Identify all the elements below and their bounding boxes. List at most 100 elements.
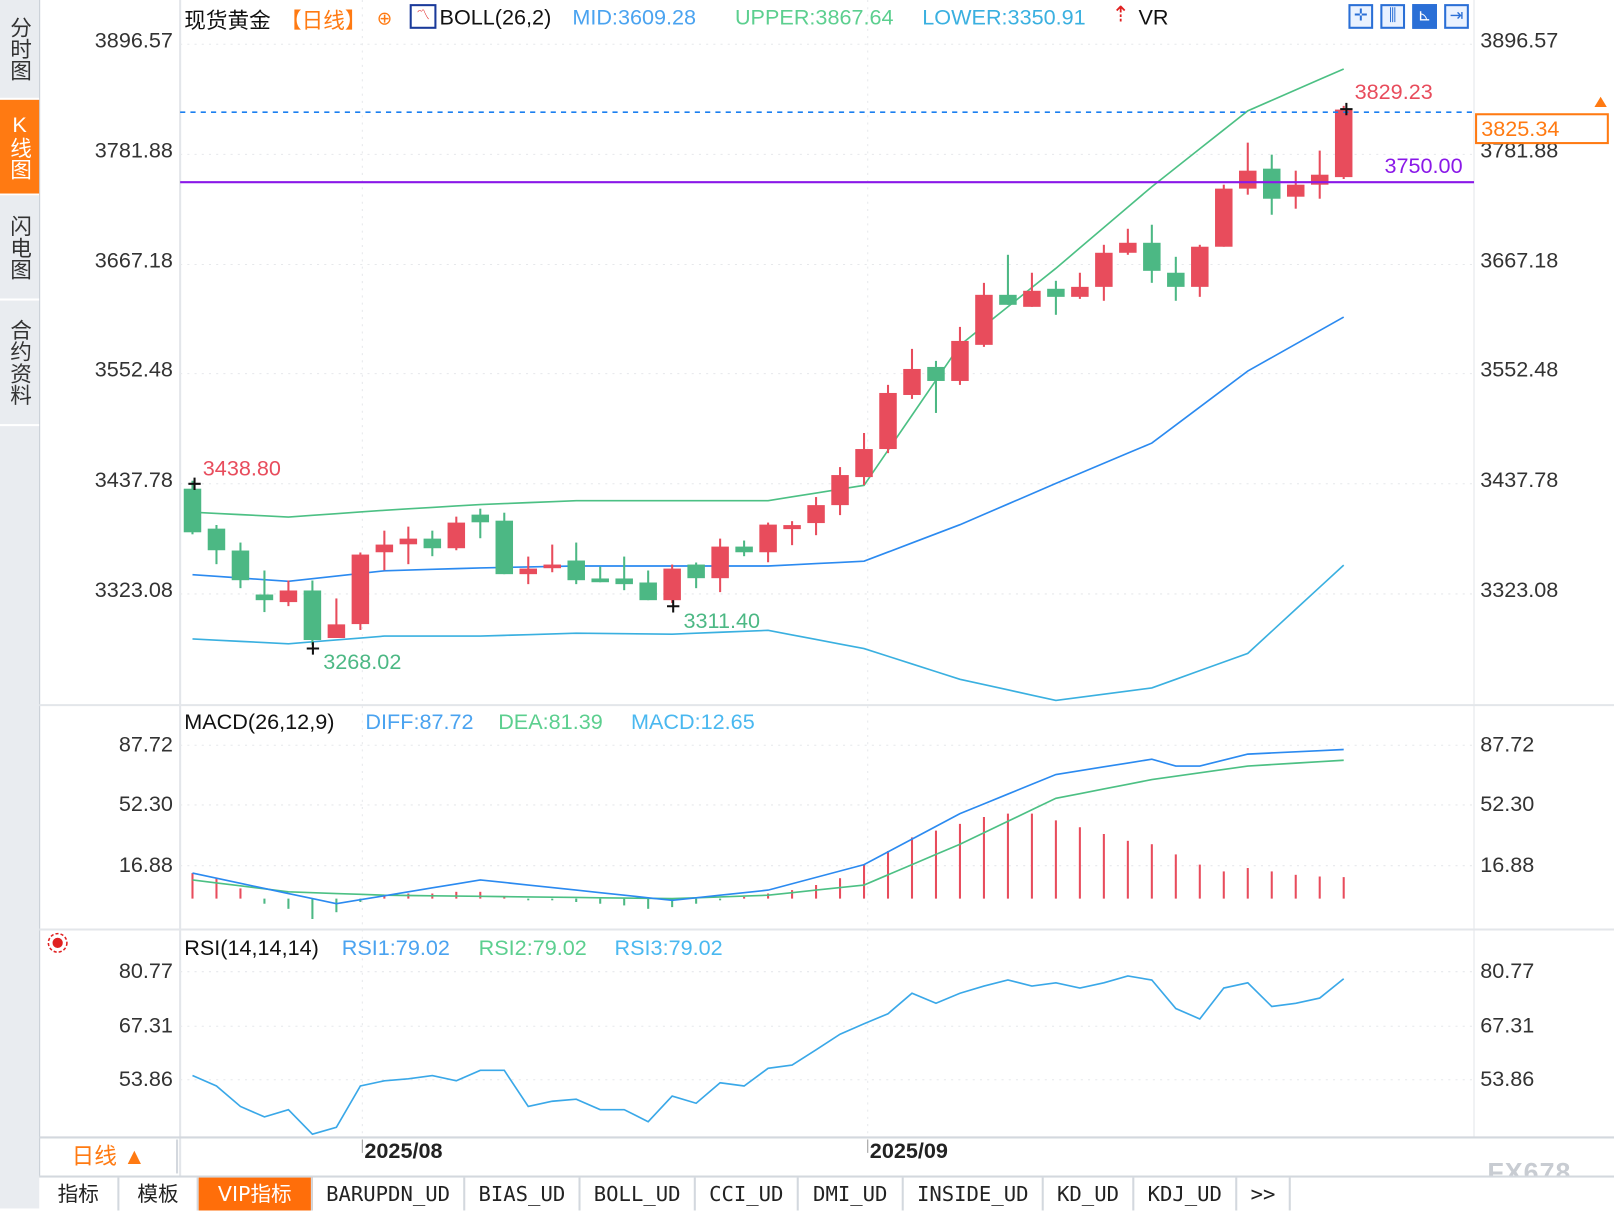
tab-timeshare[interactable]: 分时图 (0, 0, 40, 100)
vr-label[interactable]: VR (1138, 6, 1169, 30)
price-axis-label: 3667.18 (94, 249, 173, 273)
macd-axis-label: 87.72 (1480, 732, 1535, 757)
candle-body (1286, 184, 1305, 197)
tab-vip-indicators[interactable]: VIP指标 (198, 1177, 313, 1211)
tab-more[interactable]: >> (1237, 1177, 1291, 1211)
swing-high-label: 3438.80 (202, 457, 281, 481)
candle-body (735, 546, 753, 553)
candle-body (279, 590, 298, 603)
extreme-markers (188, 102, 1353, 655)
candle-body (903, 368, 921, 395)
rsi-axis-label: 80.77 (118, 959, 173, 984)
tab-contract-info[interactable]: 合约资料 (0, 301, 40, 427)
candle-body (711, 546, 729, 579)
candle-body (1023, 290, 1041, 307)
current-price-tag: 3825.34 (1475, 113, 1609, 145)
candle-body (1167, 272, 1185, 287)
macd-diff-line (192, 748, 1344, 905)
tab-kd[interactable]: KD_UD (1044, 1177, 1135, 1211)
candle-body (855, 449, 873, 478)
view-tabs: 分时图 K线图 闪电图 合约资料 (0, 0, 41, 1209)
draw-tool-icon[interactable]: ⊾ (1412, 4, 1437, 29)
candle-body (471, 514, 490, 523)
tab-templates[interactable]: 模板 (119, 1177, 199, 1211)
tab-kdj[interactable]: KDJ_UD (1134, 1177, 1238, 1211)
rsi-line (192, 975, 1345, 1136)
candle-body (615, 578, 633, 585)
candle-body (183, 488, 202, 533)
candle-body (231, 550, 250, 581)
tab-flash-chart[interactable]: 闪电图 (0, 196, 40, 301)
macd-axis-label: 87.72 (118, 732, 173, 757)
exit-icon[interactable]: ⇥ (1444, 4, 1469, 29)
price-axis-label: 3896.57 (1480, 28, 1559, 53)
period-selector[interactable]: 日线 ▲ (41, 1139, 179, 1174)
price-axis-label: 3781.88 (94, 138, 173, 163)
period-label[interactable]: 【日线】 (279, 9, 367, 33)
high-price-label: 3829.23 (1354, 80, 1433, 104)
candle-body (807, 505, 825, 524)
candle-body (1095, 252, 1113, 287)
arrow-up-icon[interactable]: ⇡ (1111, 3, 1130, 27)
macd-label[interactable]: MACD(26,12,9) (184, 710, 335, 734)
candle-body (519, 568, 538, 575)
price-axis-label: 3323.08 (1480, 578, 1559, 603)
price-axis-label: 3896.57 (94, 28, 173, 53)
tab-kline[interactable]: K线图 (0, 99, 40, 196)
crosshair-icon[interactable]: ✛ (1348, 4, 1374, 29)
add-icon[interactable]: ⊕ (376, 8, 393, 29)
candle-body (759, 524, 777, 553)
candle-body (567, 560, 585, 581)
rsi2-value: RSI2:79.02 (478, 936, 587, 961)
rsi-label[interactable]: RSI(14,14,14) (184, 936, 319, 961)
indicator-chart-icon[interactable]: 〽 (409, 4, 437, 29)
rsi3-value: RSI3:79.02 (614, 936, 723, 961)
candle-body (375, 544, 394, 553)
candle-body (255, 594, 274, 601)
macd-axis-label: 52.30 (1480, 792, 1535, 817)
swing-low-label-2: 3311.40 (683, 609, 761, 634)
candle-style-icon[interactable]: ⫼ (1380, 4, 1406, 29)
tab-inside[interactable]: INSIDE_UD (904, 1177, 1044, 1211)
boll-mid: MID:3609.28 (572, 6, 697, 30)
candle-body (399, 538, 418, 545)
tab-barupdn[interactable]: BARUPDN_UD (313, 1177, 466, 1211)
candle-body (207, 528, 226, 551)
boll-upper-line (192, 68, 1345, 518)
candle-body (423, 538, 442, 549)
candle-body (1239, 170, 1257, 189)
candle-body (1334, 109, 1353, 178)
rsi-axis-label: 67.31 (118, 1013, 173, 1038)
rsi-axis-label: 53.86 (1480, 1067, 1535, 1092)
candle-body (831, 475, 849, 506)
candle-body (1119, 242, 1137, 253)
tab-cci[interactable]: CCI_UD (696, 1177, 799, 1211)
candle-body (1143, 242, 1161, 271)
candle-body (495, 520, 514, 575)
candle-body (639, 582, 657, 601)
alert-price-label[interactable]: 3750.00 (1384, 154, 1463, 179)
tab-dmi[interactable]: DMI_UD (799, 1177, 904, 1211)
boll-label[interactable]: BOLL(26,2) (439, 6, 552, 30)
candle-body (327, 624, 346, 639)
tab-boll[interactable]: BOLL_UD (581, 1177, 696, 1211)
macd-dea-line (192, 759, 1344, 900)
price-axis-label: 3437.78 (94, 468, 173, 493)
price-axis-label: 3552.48 (1480, 358, 1559, 382)
macd-axis-label: 16.88 (1480, 853, 1535, 877)
macd-diff: DIFF:87.72 (365, 710, 474, 734)
candle-body (975, 294, 993, 345)
candle-body (663, 568, 681, 601)
tab-bias[interactable]: BIAS_UD (465, 1177, 581, 1211)
candle-body (927, 366, 945, 381)
macd-axis-label: 16.88 (118, 853, 173, 877)
macd-value: MACD:12.65 (630, 710, 755, 734)
candle-body (1263, 168, 1281, 199)
sun-icon[interactable] (47, 932, 68, 953)
tab-indicators[interactable]: 指标 (39, 1177, 120, 1211)
candle-body (1310, 174, 1329, 185)
swing-low-label: 3268.02 (323, 650, 402, 675)
price-axis-label: 3437.78 (1480, 468, 1559, 493)
